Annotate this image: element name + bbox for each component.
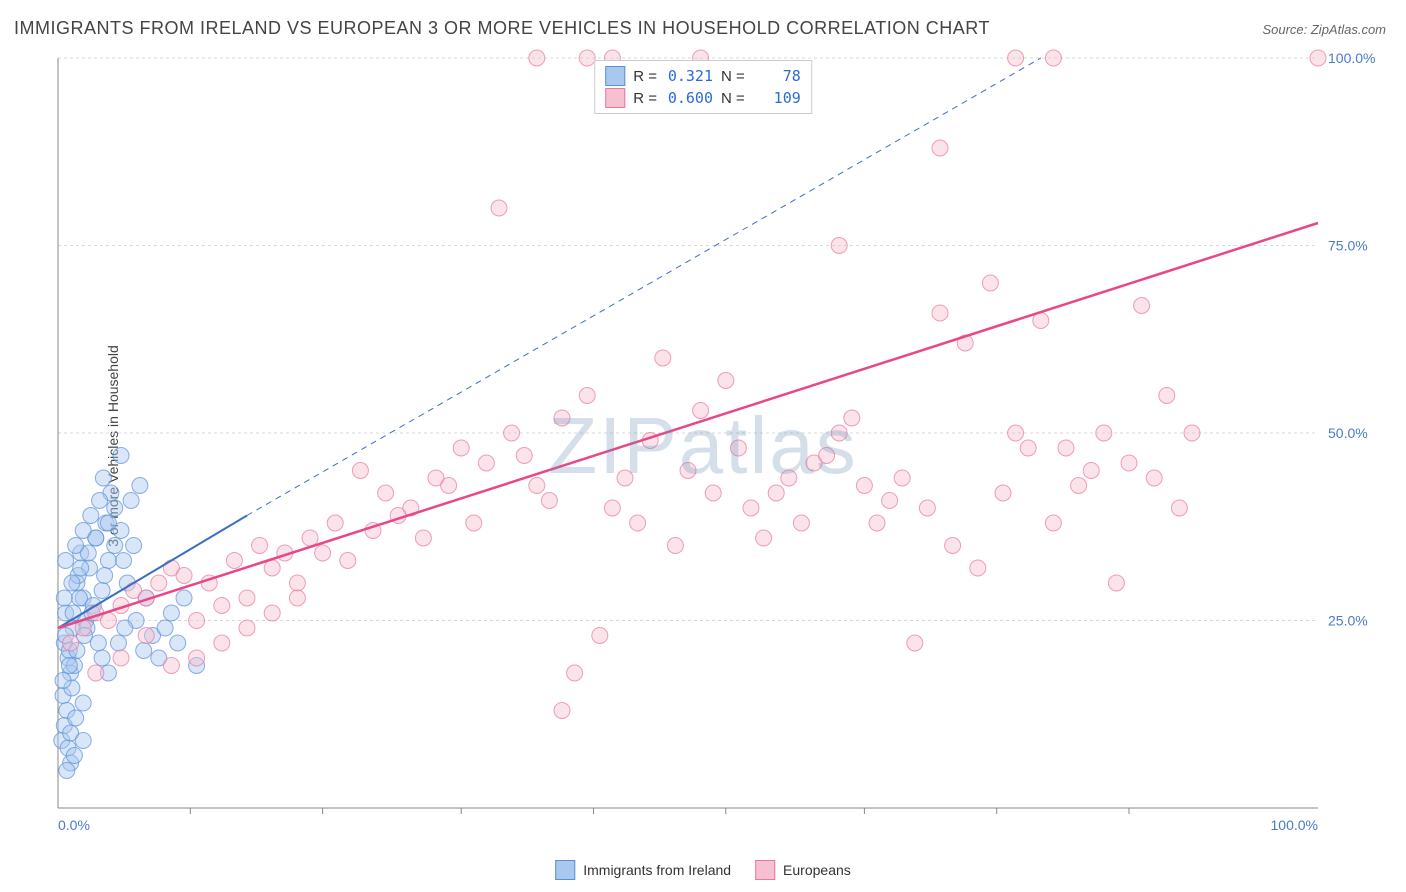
chart-container: IMMIGRANTS FROM IRELAND VS EUROPEAN 3 OR… [0,0,1406,892]
n-value-ireland: 78 [753,67,801,85]
n-value-europeans: 109 [753,89,801,107]
legend-label-ireland: Immigrants from Ireland [583,862,731,878]
chart-title: IMMIGRANTS FROM IRELAND VS EUROPEAN 3 OR… [14,18,990,39]
source-attribution: Source: ZipAtlas.com [1262,22,1386,37]
correlation-legend: R = 0.321 N = 78 R = 0.600 N = 109 [594,60,812,114]
swatch-ireland [605,66,625,86]
svg-text:100.0%: 100.0% [1271,817,1318,833]
r-value-ireland: 0.321 [665,67,713,85]
series-legend: Immigrants from Ireland Europeans [555,860,851,880]
legend-row-europeans: R = 0.600 N = 109 [605,87,801,109]
legend-item-europeans: Europeans [755,860,851,880]
svg-text:25.0%: 25.0% [1328,613,1368,629]
legend-item-ireland: Immigrants from Ireland [555,860,731,880]
svg-text:75.0%: 75.0% [1328,238,1368,254]
legend-row-ireland: R = 0.321 N = 78 [605,65,801,87]
svg-text:0.0%: 0.0% [58,817,90,833]
svg-text:50.0%: 50.0% [1328,425,1368,441]
r-value-europeans: 0.600 [665,89,713,107]
svg-text:100.0%: 100.0% [1328,50,1375,66]
scatter-chart: 25.0% 50.0% 75.0% 100.0% 0.0% 100.0% [48,48,1388,848]
swatch-ireland-icon [555,860,575,880]
swatch-europeans-icon [755,860,775,880]
legend-label-europeans: Europeans [783,862,851,878]
swatch-europeans [605,88,625,108]
